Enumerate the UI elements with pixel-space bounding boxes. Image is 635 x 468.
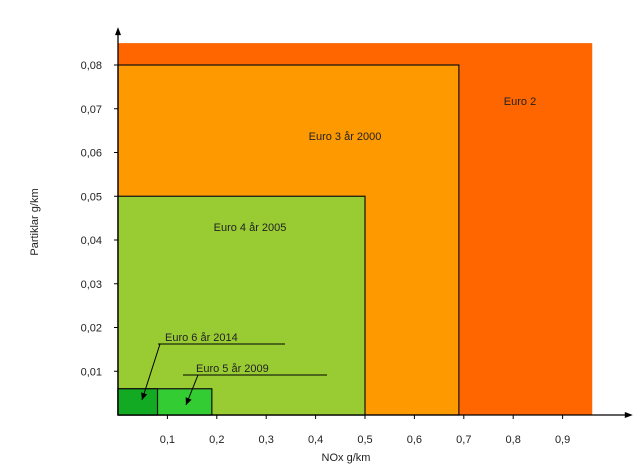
ticks-layer: 0,1 0,2 0,3 0,4 0,5 0,6 0,7 0,8 0,9 0,01 0,02 0,03 0… <box>81 60 571 446</box>
x-tick-label: 0,4 <box>308 434 323 446</box>
region-label-5: Euro 5 år 2009 <box>196 363 269 375</box>
y-axis-arrow <box>115 27 121 36</box>
y-tick-label: 0,04 <box>81 235 102 247</box>
x-tick-label: 0,1 <box>160 434 175 446</box>
y-tick-label: 0,06 <box>81 148 102 160</box>
labels-layer: Euro 2 Euro 3 år 2000 Euro 4 år 2005 Euro 5… <box>141 96 536 406</box>
y-tick-label: 0,02 <box>81 323 102 335</box>
y-axis-title: Partiklar g/km <box>29 188 41 255</box>
region-label-3: Euro 4 år 2005 <box>214 222 287 234</box>
region-label-1: Euro 2 <box>504 96 536 108</box>
region-label-2: Euro 3 år 2000 <box>309 131 382 143</box>
region-5 <box>117 388 159 416</box>
axes-layer <box>115 27 633 418</box>
region-3 <box>117 195 366 416</box>
y-tick-label: 0,08 <box>81 60 102 72</box>
x-axis-arrow <box>624 412 633 418</box>
region-label-6: Euro 6 år 2014 <box>165 332 238 344</box>
x-axis-title: NOx g/km <box>322 452 371 464</box>
annotation-leader <box>141 343 161 401</box>
y-tick-label: 0,05 <box>81 191 102 203</box>
x-tick-label: 0,9 <box>555 434 570 446</box>
x-tick-label: 0,8 <box>506 434 521 446</box>
x-tick-label: 0,7 <box>456 434 471 446</box>
annotation-arrowhead <box>185 397 192 405</box>
y-tick-label: 0,07 <box>81 104 102 116</box>
x-tick-label: 0,6 <box>407 434 422 446</box>
y-tick-label: 0,01 <box>81 366 102 378</box>
regions-layer <box>117 43 593 416</box>
x-tick-label: 0,5 <box>357 434 372 446</box>
annotation-arrowhead <box>141 392 148 400</box>
x-tick-label: 0,2 <box>209 434 224 446</box>
y-tick-label: 0,03 <box>81 279 102 291</box>
x-tick-label: 0,3 <box>259 434 274 446</box>
